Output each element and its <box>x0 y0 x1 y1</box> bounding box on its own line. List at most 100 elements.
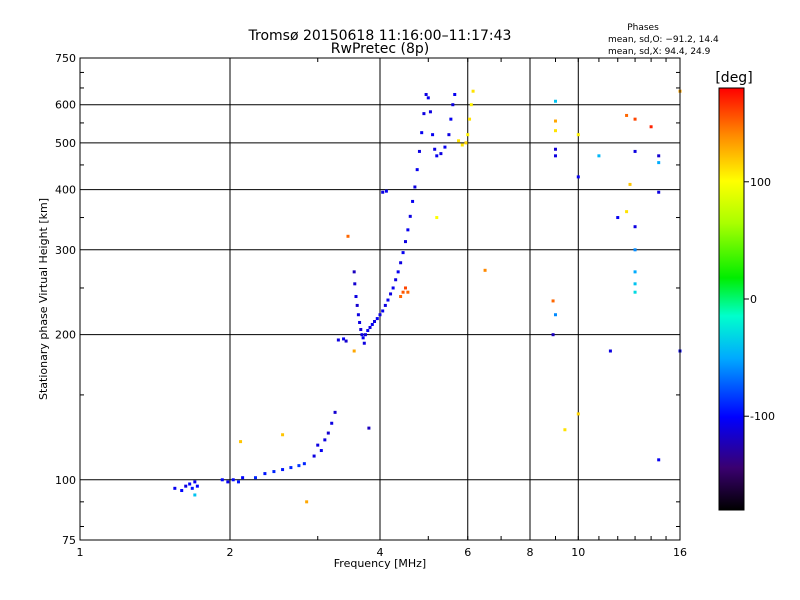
data-point <box>411 199 415 203</box>
data-point <box>394 278 398 282</box>
colorbar-ticks: -100 0 100 <box>744 176 775 423</box>
data-point <box>413 185 417 189</box>
data-point <box>420 131 424 135</box>
data-point <box>378 313 382 317</box>
data-point <box>188 482 192 486</box>
data-point <box>471 89 475 93</box>
data-point <box>553 119 557 123</box>
data-point <box>625 113 629 117</box>
data-point <box>356 313 360 317</box>
data-point <box>319 449 323 453</box>
data-point <box>305 500 309 504</box>
data-point <box>346 234 350 238</box>
data-point <box>422 112 426 116</box>
data-point <box>389 292 393 296</box>
data-point <box>633 248 637 252</box>
data-point <box>466 133 470 137</box>
colorbar-tick-label: -100 <box>750 410 775 423</box>
x-axis-label: Frequency [MHz] <box>334 557 426 570</box>
y-tick-label: 600 <box>55 99 76 112</box>
x-axis-ticks: 1 2 4 6 8 10 16 <box>77 58 687 559</box>
data-point <box>195 484 199 488</box>
data-point <box>362 341 366 345</box>
data-point <box>428 110 432 114</box>
data-point <box>597 154 601 158</box>
y-tick-label: 300 <box>55 244 76 257</box>
data-point <box>424 92 428 96</box>
data-point <box>368 325 372 329</box>
data-point <box>417 149 421 153</box>
x-tick-label: 2 <box>227 546 234 559</box>
data-point <box>226 480 230 484</box>
data-point <box>633 270 637 274</box>
x-tick-label: 1 <box>77 546 84 559</box>
colorbar: [deg] -100 0 100 <box>715 70 775 511</box>
data-point <box>433 147 437 151</box>
data-point <box>236 480 240 484</box>
data-point <box>576 175 580 179</box>
data-point <box>406 290 410 294</box>
data-point <box>403 240 407 244</box>
data-point <box>406 228 410 232</box>
x-tick-label: 4 <box>377 546 384 559</box>
y-axis-label: Stationary phase Virtual Height [km] <box>37 198 50 400</box>
data-point <box>333 410 337 414</box>
y-tick-label: 500 <box>55 137 76 150</box>
y-tick-label: 750 <box>55 52 76 65</box>
chart-title: Tromsø 20150618 11:16:00–11:17:43 <box>248 28 512 44</box>
data-point <box>468 117 472 121</box>
data-point <box>401 290 405 294</box>
data-point <box>439 152 443 156</box>
data-point <box>239 440 243 444</box>
data-point <box>415 168 419 172</box>
data-point <box>464 141 468 145</box>
data-point <box>381 190 385 194</box>
data-point <box>449 117 453 121</box>
data-point <box>354 295 358 299</box>
data-point <box>253 476 257 480</box>
data-point <box>426 96 430 100</box>
legend-line-o: mean, sd,O: −91.2, 14.4 <box>608 35 719 45</box>
grid-lines <box>80 58 680 540</box>
data-point <box>220 478 224 482</box>
data-point <box>408 214 412 218</box>
data-point <box>326 431 330 435</box>
data-point <box>297 464 301 468</box>
data-point <box>180 489 184 493</box>
data-point <box>435 216 439 220</box>
data-point <box>616 216 620 220</box>
data-point <box>336 338 340 342</box>
data-point <box>447 133 451 137</box>
data-point <box>469 103 473 107</box>
data-point <box>453 92 457 96</box>
data-point <box>553 154 557 158</box>
data-point <box>367 426 371 430</box>
data-point <box>263 472 267 476</box>
data-point <box>355 303 359 307</box>
data-point <box>386 298 390 302</box>
y-tick-label: 200 <box>55 329 76 342</box>
data-point <box>281 468 285 472</box>
data-point <box>342 337 346 341</box>
data-points <box>173 89 682 504</box>
data-point <box>184 484 188 488</box>
data-point <box>576 133 580 137</box>
data-point <box>383 303 387 307</box>
data-point <box>625 210 629 214</box>
data-point <box>384 189 388 193</box>
data-point <box>649 125 653 129</box>
data-point <box>460 143 464 147</box>
data-point <box>360 333 364 337</box>
data-point <box>231 478 235 482</box>
data-point <box>399 261 403 265</box>
data-point <box>657 161 661 165</box>
y-axis-ticks: 75 100 200 300 400 500 600 750 <box>55 52 680 547</box>
data-point <box>241 476 245 480</box>
data-point <box>431 133 435 137</box>
colorbar-label: [deg] <box>715 70 752 86</box>
data-point <box>451 103 455 107</box>
legend-title: Phases <box>627 23 659 33</box>
data-point <box>435 154 439 158</box>
data-point <box>316 443 320 447</box>
